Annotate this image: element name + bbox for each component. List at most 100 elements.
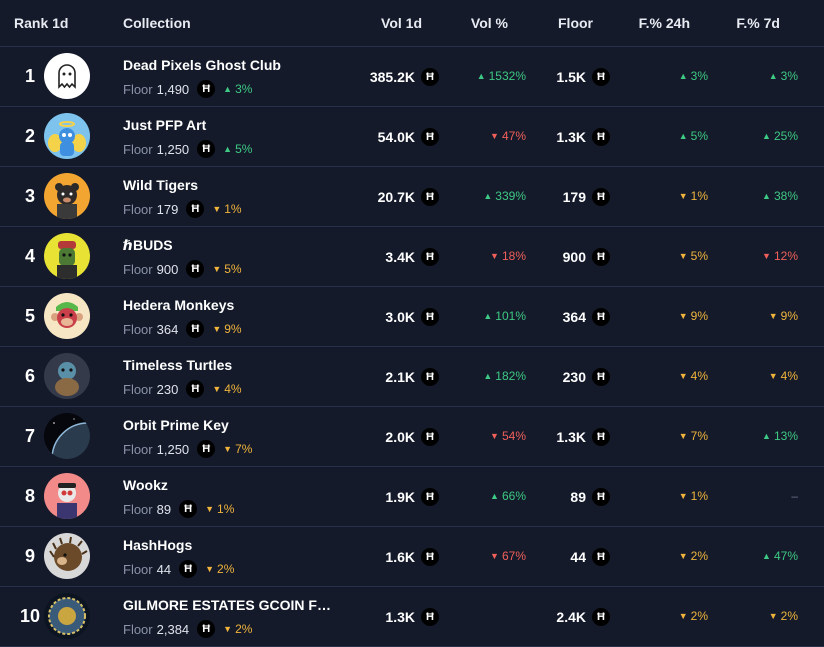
trend-arrow-icon: ▼ <box>212 384 222 394</box>
trend-arrow-icon: ▼ <box>678 491 688 501</box>
hbar-icon: Ħ <box>421 487 439 506</box>
collection-name[interactable]: Timeless Turtles <box>123 357 233 373</box>
collection-name[interactable]: ℏBUDS <box>123 237 173 253</box>
floor-label: Floor <box>123 141 153 157</box>
rank-number: 1 <box>24 66 35 86</box>
tiger-avatar-image <box>44 173 90 219</box>
volume-change: ▲ 1532% <box>476 69 526 83</box>
collection-name[interactable]: Wookz <box>123 477 168 493</box>
col-floor-header[interactable]: Floor <box>558 15 593 31</box>
hbar-icon: Ħ <box>592 427 610 446</box>
floor-change-7d: – <box>791 489 798 503</box>
table-row[interactable]: 10 GILMORE ESTATES GCOIN FOUNDERS Floor … <box>0 587 824 647</box>
collection-avatar[interactable] <box>44 293 90 339</box>
hbar-icon: Ħ <box>186 320 205 338</box>
floor-value: 900 <box>562 248 586 265</box>
floor-price: 1.3K Ħ <box>556 107 610 166</box>
floor-change-24h: ▼ 1% <box>678 489 708 503</box>
volume-value: 2.1K <box>385 368 415 385</box>
hbar-icon: Ħ <box>186 200 205 218</box>
collection-name[interactable]: Orbit Prime Key <box>123 417 229 433</box>
trend-arrow-icon: ▲ <box>490 491 499 501</box>
volume-1d: 3.4K Ħ <box>385 227 439 286</box>
trend-arrow-icon: ▲ <box>762 551 771 561</box>
rank-number: 9 <box>24 546 35 566</box>
trend-arrow-icon: ▼ <box>490 131 499 141</box>
floor-change-24h: ▲ 3% <box>678 69 708 83</box>
floor-change-7d: ▼ 12% <box>762 249 798 263</box>
collection-avatar[interactable] <box>44 413 90 459</box>
floor-label: Floor <box>123 561 153 577</box>
volume-value: 20.7K <box>377 188 415 205</box>
floor-label: Floor <box>123 201 153 217</box>
floor-change-7d: ▲ 3% <box>768 69 798 83</box>
floor-change-24h: ▼ 2% <box>678 549 708 563</box>
floor-change-24h: ▼ 5% <box>678 249 708 263</box>
trend-arrow-icon: ▼ <box>490 551 499 561</box>
collection-avatar[interactable] <box>44 233 90 279</box>
collection-name[interactable]: GILMORE ESTATES GCOIN FOUNDERS <box>123 597 338 613</box>
hbar-icon: Ħ <box>421 307 439 326</box>
table-row[interactable]: 8 Wookz Floor 89 Ħ ▼ 1% 1.9K Ħ ▲ 66% 89 Ħ … <box>0 467 824 527</box>
col-vol1d-header[interactable]: Vol 1d <box>381 15 422 31</box>
table-row[interactable]: 3 Wild Tigers Floor 179 Ħ ▼ 1% 20.7K Ħ ▲ 3… <box>0 167 824 227</box>
rank-number: 5 <box>24 306 35 326</box>
collection-avatar[interactable] <box>44 53 90 99</box>
hbar-icon: Ħ <box>592 547 610 566</box>
hbar-icon: Ħ <box>421 247 439 266</box>
hbar-icon: Ħ <box>197 620 216 638</box>
trend-arrow-icon: ▼ <box>768 611 778 621</box>
floor-sub-change: ▼ 2% <box>205 562 235 576</box>
volume-1d: 385.2K Ħ <box>370 47 439 106</box>
trend-arrow-icon: ▼ <box>678 371 688 381</box>
table-row[interactable]: 5 Hedera Monkeys Floor 364 Ħ ▼ 9% 3.0K Ħ … <box>0 287 824 347</box>
volume-1d: 20.7K Ħ <box>378 167 439 226</box>
trend-arrow-icon: ▲ <box>678 71 688 81</box>
trend-arrow-icon: ▼ <box>768 371 778 381</box>
hbar-icon: Ħ <box>421 187 439 206</box>
floor-value: 1.3K <box>556 428 586 445</box>
hbar-icon: Ħ <box>197 140 216 158</box>
table-row[interactable]: 4 ℏBUDS Floor 900 Ħ ▼ 5% 3.4K Ħ ▼ 18% 900 … <box>0 227 824 287</box>
coin-avatar-image <box>44 593 90 639</box>
floor-price: 179 Ħ <box>563 167 610 226</box>
collection-avatar[interactable] <box>44 113 90 159</box>
col-f7d-header[interactable]: F.% 7d <box>736 15 780 31</box>
hbar-icon: Ħ <box>197 80 216 98</box>
col-rank-header[interactable]: Rank 1d <box>14 15 69 31</box>
floor-change-7d: ▲ 13% <box>762 429 798 443</box>
collection-avatar[interactable] <box>44 173 90 219</box>
floor-label: Floor <box>123 501 153 517</box>
floor-sub-value: 179 <box>156 201 179 217</box>
table-row[interactable]: 2 Just PFP Art Floor 1,250 Ħ ▲ 5% 54.0K Ħ… <box>0 107 824 167</box>
hbar-icon: Ħ <box>197 440 216 458</box>
trend-arrow-icon: ▼ <box>205 504 215 514</box>
floor-price: 230 Ħ <box>563 347 610 406</box>
floor-sub-change: ▼ 1% <box>212 202 242 216</box>
hbar-icon: Ħ <box>592 607 610 626</box>
collection-avatar[interactable] <box>44 473 90 519</box>
table-row[interactable]: 1 Dead Pixels Ghost Club Floor 1,490 Ħ ▲… <box>0 47 824 107</box>
collection-avatar[interactable] <box>44 533 90 579</box>
collection-avatar[interactable] <box>44 353 90 399</box>
collection-name[interactable]: Wild Tigers <box>123 177 199 193</box>
floor-sub-value: 1,490 <box>156 81 190 97</box>
collection-name[interactable]: Dead Pixels Ghost Club <box>123 57 281 73</box>
col-collection-header[interactable]: Collection <box>123 15 191 31</box>
col-f24h-header[interactable]: F.% 24h <box>638 15 690 31</box>
trend-arrow-icon: ▼ <box>212 204 222 214</box>
collection-name[interactable]: Hedera Monkeys <box>123 297 235 313</box>
collection-avatar[interactable] <box>44 593 90 639</box>
col-volpct-header[interactable]: Vol % <box>470 15 508 31</box>
floor-price: 900 Ħ <box>563 227 610 286</box>
table-row[interactable]: 7 Orbit Prime Key Floor 1,250 Ħ ▼ 7% 2.0K… <box>0 407 824 467</box>
trend-arrow-icon: ▲ <box>762 431 771 441</box>
floor-sub-value: 900 <box>156 261 179 277</box>
table-row[interactable]: 9 HashHogs Floor 44 Ħ ▼ 2% 1.6K Ħ ▼ 67% 44… <box>0 527 824 587</box>
floor-label: Floor <box>123 441 153 457</box>
volume-change: ▲ 101% <box>483 309 526 323</box>
collection-name[interactable]: Just PFP Art <box>123 117 207 133</box>
collection-name[interactable]: HashHogs <box>123 537 193 553</box>
hog-avatar-image <box>44 533 90 579</box>
table-row[interactable]: 6 Timeless Turtles Floor 230 Ħ ▼ 4% 2.1K … <box>0 347 824 407</box>
